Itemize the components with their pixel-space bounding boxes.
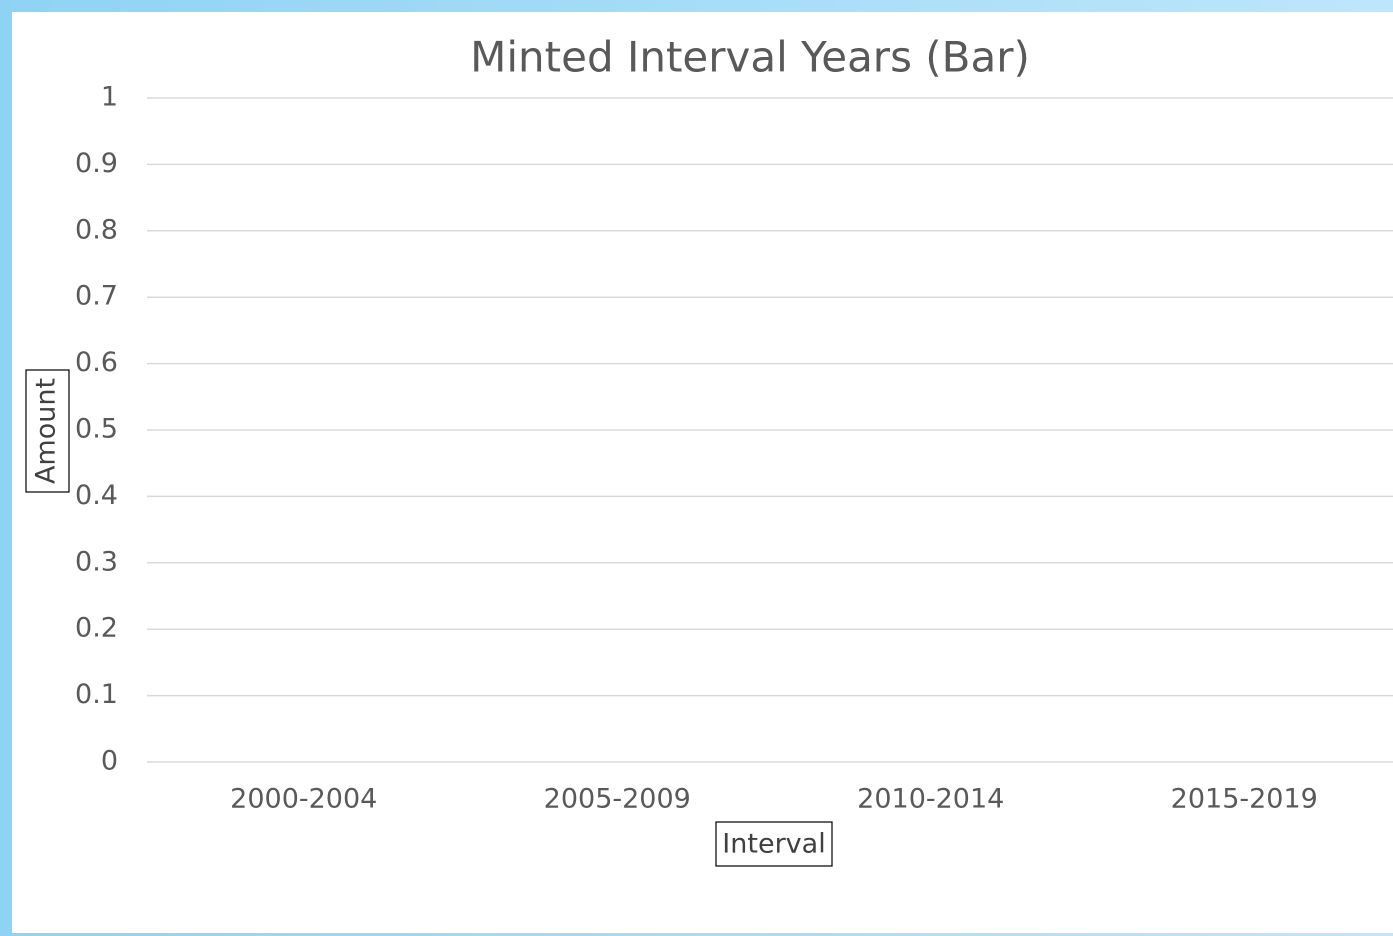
chart-area <box>12 12 1393 933</box>
y-tick-label: 0.8 <box>75 214 118 245</box>
y-tick-label: 0 <box>101 746 118 777</box>
x-tick-label: 2000-2004 <box>230 784 377 815</box>
x-tick-label: 2010-2014 <box>857 784 1004 815</box>
y-tick-label: 1 <box>101 82 118 113</box>
x-axis-title: Interval <box>722 829 825 860</box>
x-tick-label: 2005-2009 <box>544 784 691 815</box>
x-tick-label: 2015-2019 <box>1171 784 1318 815</box>
y-tick-label: 0.1 <box>75 679 118 710</box>
y-tick-label: 0.6 <box>75 347 118 378</box>
y-tick-label: 0.9 <box>75 148 118 179</box>
x-axis-title-box <box>715 821 833 867</box>
y-axis-title-box <box>25 369 70 493</box>
chart-title: Minted Interval Years (Bar) <box>470 33 1030 82</box>
y-axis-title: Amount <box>31 378 62 484</box>
y-tick-label: 0.5 <box>75 414 118 445</box>
y-tick-label: 0.7 <box>75 281 118 312</box>
y-tick-label: 0.4 <box>75 480 118 511</box>
y-tick-label: 0.3 <box>75 546 118 577</box>
y-tick-label: 0.2 <box>75 613 118 644</box>
